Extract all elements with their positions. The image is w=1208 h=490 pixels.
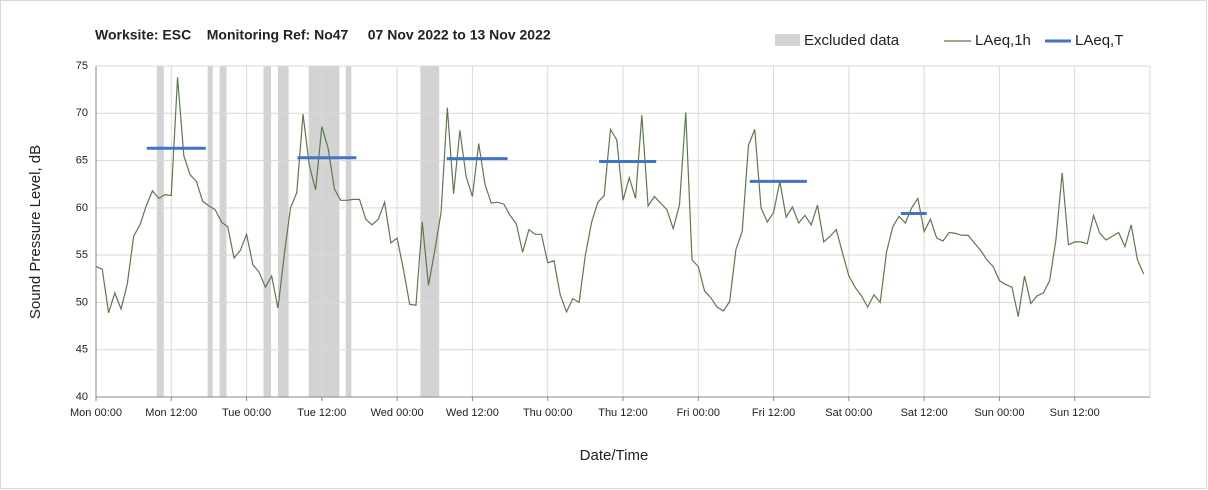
x-tick-label: Fri 12:00: [752, 407, 795, 419]
excluded-band: [219, 66, 227, 397]
y-tick-label: 55: [76, 249, 88, 261]
x-tick-label: Mon 00:00: [70, 407, 122, 419]
excluded-band: [308, 66, 340, 397]
data-line: [95, 77, 1145, 317]
legend-label: Excluded data: [804, 32, 900, 49]
legend-swatch: [775, 34, 800, 46]
x-tick-label: Tue 12:00: [297, 407, 346, 419]
y-axis-label: Sound Pressure Level, dB: [27, 145, 44, 319]
x-tick-label: Thu 00:00: [523, 407, 573, 419]
x-tick-label: Sat 00:00: [825, 407, 872, 419]
y-tick-label: 70: [76, 107, 88, 119]
y-tick-label: 65: [76, 154, 88, 166]
excluded-band: [263, 66, 272, 397]
excluded-band: [277, 66, 289, 397]
excluded-band: [420, 66, 440, 397]
legend-label: LAeq,T: [1075, 32, 1123, 49]
excluded-band: [156, 66, 164, 397]
x-tick-label: Sat 12:00: [901, 407, 948, 419]
y-tick-label: 75: [76, 60, 88, 72]
chart-title: Worksite: ESC Monitoring Ref: No47 07 No…: [95, 27, 551, 43]
x-tick-label: Mon 12:00: [145, 407, 197, 419]
x-tick-label: Fri 00:00: [677, 407, 720, 419]
x-tick-label: Tue 00:00: [222, 407, 271, 419]
excluded-band: [345, 66, 352, 397]
x-tick-label: Sun 12:00: [1050, 407, 1100, 419]
y-tick-label: 45: [76, 344, 88, 356]
y-tick-label: 40: [76, 391, 88, 403]
y-tick-label: 50: [76, 296, 88, 308]
x-tick-label: Thu 12:00: [598, 407, 648, 419]
x-tick-label: Wed 00:00: [371, 407, 424, 419]
legend-label: LAeq,1h: [975, 32, 1031, 49]
x-axis-label: Date/Time: [580, 447, 649, 464]
x-tick-label: Wed 12:00: [446, 407, 499, 419]
y-tick-label: 60: [76, 202, 88, 214]
excluded-band: [207, 66, 213, 397]
x-tick-label: Sun 00:00: [974, 407, 1024, 419]
